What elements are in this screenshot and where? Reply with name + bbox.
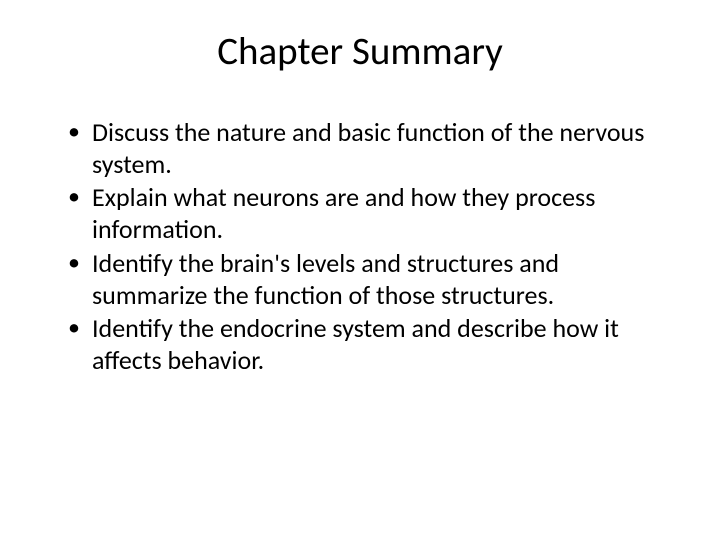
bullet-list: Discuss the nature and basic function of… bbox=[50, 117, 670, 377]
bullet-item: Identify the brain's levels and structur… bbox=[68, 248, 670, 311]
bullet-item: Identify the endocrine system and descri… bbox=[68, 313, 670, 376]
bullet-item: Explain what neurons are and how they pr… bbox=[68, 182, 670, 245]
slide-title: Chapter Summary bbox=[50, 28, 670, 75]
slide-container: Chapter Summary Discuss the nature and b… bbox=[0, 0, 720, 540]
bullet-item: Discuss the nature and basic function of… bbox=[68, 117, 670, 180]
